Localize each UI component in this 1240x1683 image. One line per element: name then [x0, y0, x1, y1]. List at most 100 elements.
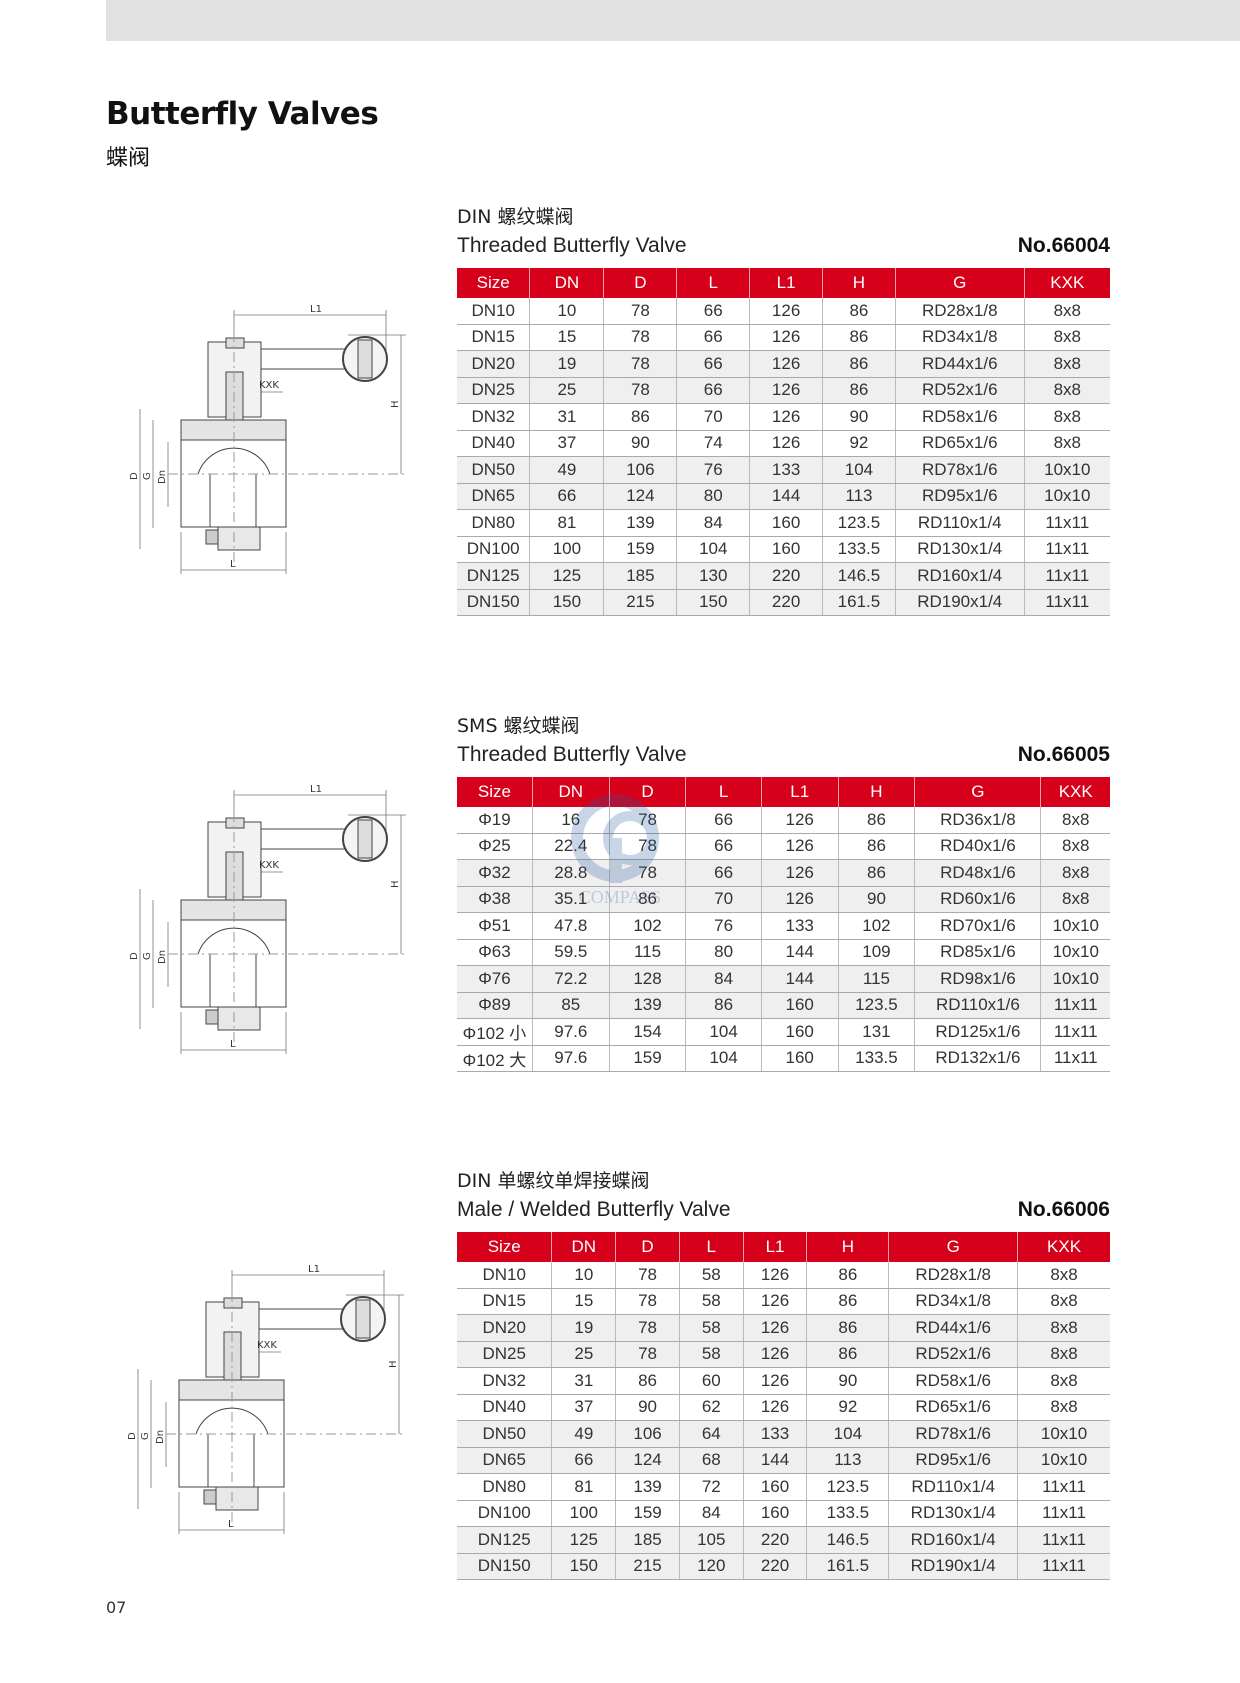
- table-cell: 66: [676, 298, 750, 325]
- table-cell: 84: [685, 965, 762, 993]
- table-row: DN80 81 139 84 160 123.5 RD110x1/4 11x11: [457, 509, 1110, 537]
- table-cell: RD95x1/6: [894, 483, 1025, 510]
- table-cell: 160: [760, 1018, 839, 1046]
- column-header: L: [685, 777, 762, 807]
- table-cell: 115: [608, 939, 686, 966]
- table-cell: 11x11: [1040, 992, 1110, 1019]
- table-cell: DN10: [457, 1262, 552, 1289]
- table-row: Φ89 85 139 86 160 123.5 RD110x1/6 11x11: [457, 992, 1110, 1019]
- table-cell: 10x10: [1023, 483, 1110, 510]
- table-cell: 113: [822, 483, 896, 510]
- table-cell: RD34x1/8: [888, 1288, 1018, 1315]
- table-cell: 113: [806, 1447, 889, 1474]
- table-cell: Φ19: [457, 807, 533, 834]
- spec-table: Size DN D L L1 H G KXK DN10 10 78 66 126 86 RD28x1/8 8x…: [457, 268, 1110, 616]
- table-cell: 10x10: [1017, 1447, 1110, 1474]
- table-cell: 126: [742, 1367, 807, 1395]
- table-row: Φ63 59.5 115 80 144 109 RD85x1/6 10x10: [457, 939, 1110, 966]
- column-header: L: [678, 1232, 744, 1262]
- table-cell: 161.5: [822, 589, 896, 616]
- table-cell: 62: [678, 1394, 744, 1421]
- table-cell: 86: [822, 377, 896, 404]
- table-row: DN65 66 124 68 144 113 RD95x1/6 10x10: [457, 1447, 1110, 1474]
- table-cell: 66: [529, 483, 604, 510]
- table-cell: 10x10: [1023, 456, 1110, 484]
- table-cell: 25: [529, 377, 604, 404]
- table-cell: RD44x1/6: [888, 1314, 1018, 1342]
- table-cell: 220: [749, 589, 823, 616]
- table-cell: RD98x1/6: [914, 965, 1041, 993]
- table-cell: 100: [529, 536, 604, 563]
- table-row: Φ32 28.8 78 66 126 86 RD48x1/6 8x8: [457, 859, 1110, 887]
- column-header: D: [608, 777, 686, 807]
- table-cell: 66: [676, 350, 750, 378]
- table-cell: 144: [760, 939, 839, 966]
- table-cell: 126: [742, 1288, 807, 1315]
- section-title-en: Threaded Butterfly Valve: [457, 743, 687, 766]
- table-cell: 11x11: [1023, 536, 1110, 563]
- table-cell: 86: [822, 298, 896, 325]
- table-cell: 185: [603, 562, 677, 590]
- table-cell: Φ32: [457, 859, 533, 887]
- table-cell: 8x8: [1040, 886, 1110, 913]
- table-cell: 78: [615, 1288, 680, 1315]
- table-cell: 90: [837, 886, 915, 913]
- table-cell: 25: [551, 1341, 616, 1368]
- table-row: DN50 49 106 64 133 104 RD78x1/6 10x10: [457, 1420, 1110, 1448]
- table-cell: 49: [551, 1420, 616, 1448]
- column-header: Size: [457, 268, 530, 298]
- table-cell: RD130x1/4: [894, 536, 1025, 563]
- label-h: H: [390, 400, 401, 408]
- table-cell: 64: [678, 1420, 744, 1448]
- table-cell: DN100: [457, 1500, 552, 1527]
- table-cell: 124: [615, 1447, 680, 1474]
- table-cell: 22.4: [531, 833, 610, 860]
- table-row: DN15 15 78 66 126 86 RD34x1/8 8x8: [457, 324, 1110, 351]
- table-cell: 11x11: [1023, 509, 1110, 537]
- table-cell: 81: [551, 1473, 616, 1501]
- table-cell: RD65x1/6: [894, 430, 1025, 457]
- label-l1: L1: [310, 784, 322, 795]
- label-kxk: KXK: [259, 380, 279, 391]
- table-cell: 146.5: [822, 562, 896, 590]
- column-header: D: [603, 268, 677, 298]
- table-cell: DN150: [457, 589, 530, 616]
- table-cell: 49: [529, 456, 604, 484]
- table-cell: 72: [678, 1473, 744, 1501]
- label-l: L: [230, 1039, 236, 1050]
- table-cell: 126: [760, 886, 839, 913]
- table-cell: RD130x1/4: [888, 1500, 1018, 1527]
- table-cell: 133.5: [837, 1045, 915, 1072]
- column-header: G: [888, 1232, 1018, 1262]
- column-header: L: [676, 268, 750, 298]
- table-cell: 86: [837, 833, 915, 860]
- table-cell: 86: [806, 1262, 889, 1289]
- column-header: L1: [749, 268, 823, 298]
- table-cell: 11x11: [1017, 1500, 1110, 1527]
- table-cell: Φ89: [457, 992, 533, 1019]
- table-cell: RD160x1/4: [888, 1526, 1018, 1554]
- table-cell: DN15: [457, 324, 530, 351]
- table-cell: 125: [529, 562, 604, 590]
- table-cell: 160: [760, 1045, 839, 1072]
- table-cell: 220: [742, 1526, 807, 1554]
- table-cell: 66: [685, 833, 762, 860]
- table-cell: 78: [615, 1262, 680, 1289]
- table-cell: DN20: [457, 350, 530, 378]
- table-cell: 80: [676, 483, 750, 510]
- table-cell: 104: [685, 1018, 762, 1046]
- table-cell: 86: [837, 807, 915, 834]
- table-cell: 146.5: [806, 1526, 889, 1554]
- table-cell: 8x8: [1040, 833, 1110, 860]
- table-row: DN32 31 86 70 126 90 RD58x1/6 8x8: [457, 403, 1110, 431]
- table-cell: 11x11: [1023, 589, 1110, 616]
- dimension-lines: [137, 1270, 404, 1534]
- top-header-bar: [106, 0, 1240, 41]
- table-cell: 78: [603, 377, 677, 404]
- table-cell: 28.8: [531, 859, 610, 887]
- label-l: L: [230, 559, 236, 570]
- table-cell: 58: [678, 1341, 744, 1368]
- table-row: DN40 37 90 62 126 92 RD65x1/6 8x8: [457, 1394, 1110, 1421]
- table-row: DN50 49 106 76 133 104 RD78x1/6 10x10: [457, 456, 1110, 484]
- table-cell: 139: [615, 1473, 680, 1501]
